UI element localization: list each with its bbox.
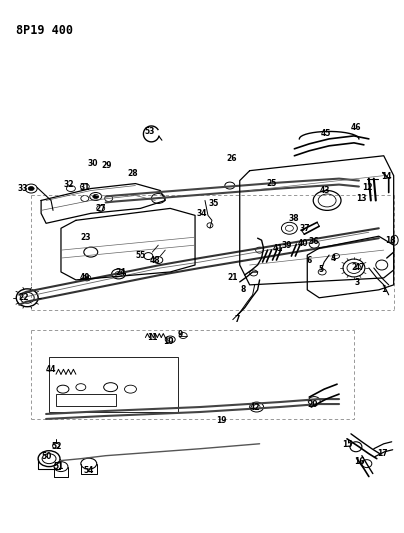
Text: 18: 18 xyxy=(385,236,396,245)
Text: 30: 30 xyxy=(88,159,98,168)
Text: 55: 55 xyxy=(135,251,145,260)
Text: 15: 15 xyxy=(342,440,352,449)
Text: 11: 11 xyxy=(147,333,158,342)
Text: 32: 32 xyxy=(64,180,74,189)
Text: 40: 40 xyxy=(298,239,309,248)
Text: 25: 25 xyxy=(266,179,277,188)
Ellipse shape xyxy=(28,187,34,190)
Text: 36: 36 xyxy=(309,237,320,246)
Text: 5: 5 xyxy=(319,265,324,274)
Text: 16: 16 xyxy=(354,457,364,466)
Text: 1: 1 xyxy=(381,285,386,294)
Text: 33: 33 xyxy=(18,184,29,193)
Text: 42: 42 xyxy=(249,402,260,411)
Text: 34: 34 xyxy=(197,209,207,218)
Bar xyxy=(56,394,116,406)
Text: 49: 49 xyxy=(80,273,90,282)
Text: 13: 13 xyxy=(357,194,367,203)
Text: 41: 41 xyxy=(272,244,283,253)
Text: 52: 52 xyxy=(52,442,62,451)
Text: 38: 38 xyxy=(288,214,299,223)
Text: 46: 46 xyxy=(351,124,361,133)
Text: 53: 53 xyxy=(144,127,155,136)
Text: 54: 54 xyxy=(84,466,94,475)
Text: 7: 7 xyxy=(234,315,240,324)
Text: 9: 9 xyxy=(177,330,183,339)
Text: 47: 47 xyxy=(355,263,365,272)
Text: 45: 45 xyxy=(321,130,331,139)
Text: 3: 3 xyxy=(354,278,360,287)
Text: 6: 6 xyxy=(307,255,312,264)
Ellipse shape xyxy=(93,195,99,198)
Text: 48: 48 xyxy=(150,255,161,264)
Text: 8: 8 xyxy=(240,285,245,294)
Ellipse shape xyxy=(85,277,89,279)
Text: 31: 31 xyxy=(80,183,90,192)
Text: 26: 26 xyxy=(227,154,237,163)
Text: 37: 37 xyxy=(300,224,311,233)
Text: 21: 21 xyxy=(227,273,238,282)
Text: 4: 4 xyxy=(330,254,336,263)
Text: 50: 50 xyxy=(42,452,52,461)
Text: 20: 20 xyxy=(307,400,318,409)
Text: 51: 51 xyxy=(54,462,64,471)
Text: 29: 29 xyxy=(101,161,112,170)
Text: 10: 10 xyxy=(163,337,173,346)
Text: 44: 44 xyxy=(46,365,56,374)
Text: 2: 2 xyxy=(351,263,357,272)
Text: 14: 14 xyxy=(381,172,392,181)
Bar xyxy=(49,357,178,412)
Text: 12: 12 xyxy=(363,183,373,192)
Text: 17: 17 xyxy=(377,449,388,458)
Text: 24: 24 xyxy=(115,269,126,278)
Text: 39: 39 xyxy=(281,240,292,249)
Text: 23: 23 xyxy=(80,233,91,241)
Text: 43: 43 xyxy=(320,186,330,195)
Text: 28: 28 xyxy=(127,169,138,178)
Text: 35: 35 xyxy=(209,199,219,208)
Text: 19: 19 xyxy=(217,416,227,425)
Text: 8P19 400: 8P19 400 xyxy=(16,23,73,37)
Text: 27: 27 xyxy=(95,204,106,213)
Text: 22: 22 xyxy=(18,293,29,302)
